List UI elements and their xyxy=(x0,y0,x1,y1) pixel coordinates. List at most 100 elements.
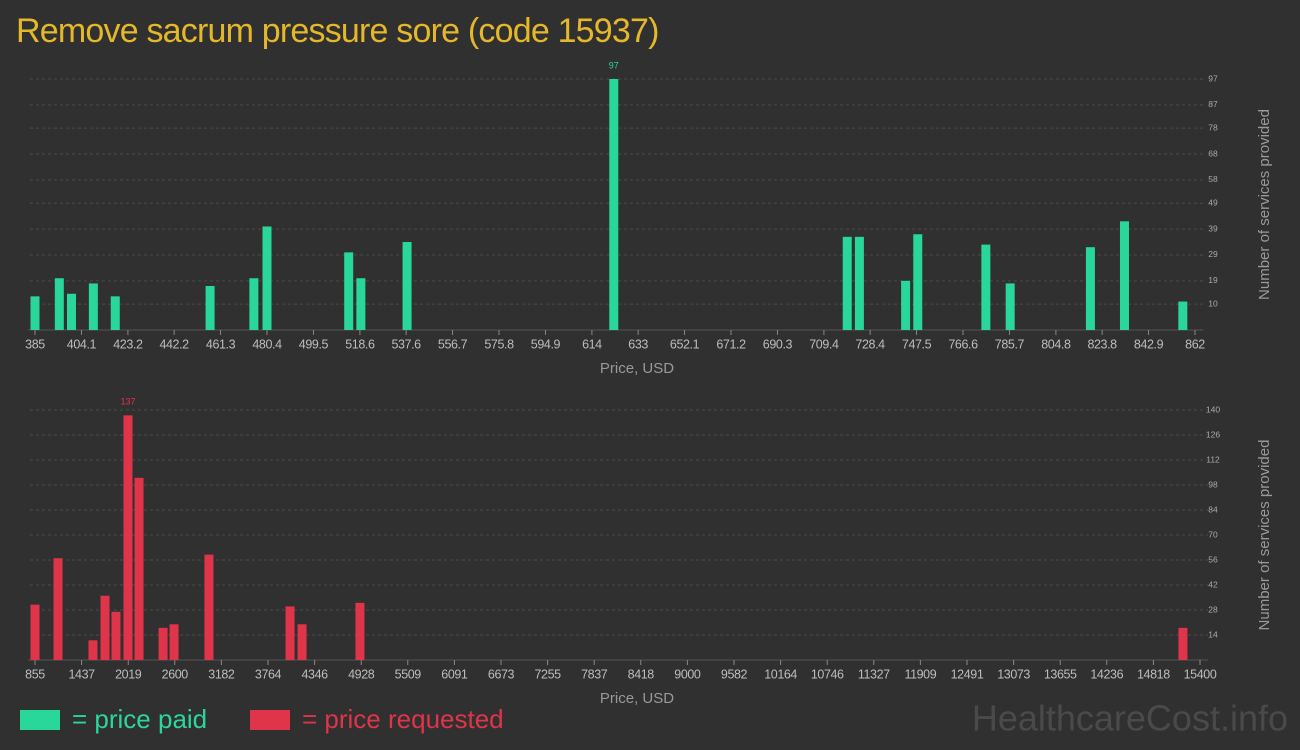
x-tick-label: 9582 xyxy=(721,667,748,681)
y-tick-label: 28 xyxy=(1208,604,1218,614)
bar xyxy=(169,624,179,660)
x-tick-label: 1437 xyxy=(69,667,96,681)
y-tick-label: 39 xyxy=(1208,223,1218,233)
x-tick-label: 14818 xyxy=(1137,667,1170,681)
bar xyxy=(297,624,307,660)
bar xyxy=(609,79,619,330)
y-tick-label: 10 xyxy=(1208,298,1218,308)
bar xyxy=(344,252,354,330)
x-tick-label: 10164 xyxy=(764,667,797,681)
x-tick-label: 12491 xyxy=(951,667,984,681)
y-tick-label: 112 xyxy=(1206,454,1220,464)
x-tick-label: 709.4 xyxy=(809,337,839,351)
y-tick-label: 97 xyxy=(1208,73,1218,83)
y-tick-label: 19 xyxy=(1208,275,1218,285)
x-tick-label: 10746 xyxy=(811,667,844,681)
bar xyxy=(110,296,120,330)
x-tick-label: 594.9 xyxy=(531,337,561,351)
x-tick-label: 537.6 xyxy=(391,337,421,351)
x-tick-label: 15400 xyxy=(1184,667,1217,681)
bar xyxy=(402,242,412,330)
bar xyxy=(204,554,214,660)
bar xyxy=(1178,301,1188,330)
bar xyxy=(30,604,40,660)
bar xyxy=(54,278,64,330)
data-label: 137 xyxy=(120,397,135,407)
x-tick-label: 13655 xyxy=(1044,667,1077,681)
legend-swatch xyxy=(250,710,290,730)
x-tick-label: 480.4 xyxy=(252,337,282,351)
y-tick-label: 87 xyxy=(1208,99,1218,109)
y-tick-label: 56 xyxy=(1208,554,1218,564)
x-tick-label: 8418 xyxy=(628,667,655,681)
x-tick-label: 442.2 xyxy=(159,337,189,351)
x-tick-label: 728.4 xyxy=(855,337,885,351)
x-tick-label: 842.9 xyxy=(1134,337,1164,351)
y-tick-label: 98 xyxy=(1208,479,1218,489)
bar xyxy=(842,236,852,330)
y-tick-label: 126 xyxy=(1206,429,1220,439)
y-axis-label: Number of services provided xyxy=(1256,109,1273,300)
bar xyxy=(111,611,121,660)
x-tick-label: 2600 xyxy=(162,667,189,681)
y-tick-label: 14 xyxy=(1208,629,1218,639)
bar xyxy=(285,606,295,660)
bar xyxy=(901,280,911,330)
bar xyxy=(53,558,63,660)
x-tick-label: 823.8 xyxy=(1087,337,1117,351)
page-title: Remove sacrum pressure sore (code 15937) xyxy=(16,12,659,50)
x-tick-label: 11909 xyxy=(904,667,936,681)
bar xyxy=(88,640,98,660)
y-tick-label: 68 xyxy=(1208,148,1218,158)
bar xyxy=(66,293,76,330)
bar xyxy=(262,226,272,330)
x-tick-label: 2019 xyxy=(115,667,142,681)
bar xyxy=(100,595,110,660)
x-tick-label: 766.6 xyxy=(948,337,978,351)
legend-swatch xyxy=(20,710,60,730)
x-tick-label: 7837 xyxy=(581,667,608,681)
bar xyxy=(158,627,168,660)
x-tick-label: 5509 xyxy=(395,667,422,681)
y-tick-label: 58 xyxy=(1208,174,1218,184)
x-tick-label: 11327 xyxy=(858,667,890,681)
x-tick-label: 13073 xyxy=(997,667,1030,681)
data-label: 97 xyxy=(609,60,619,70)
x-tick-label: 404.1 xyxy=(67,337,97,351)
x-tick-label: 804.8 xyxy=(1041,337,1071,351)
y-tick-label: 84 xyxy=(1208,504,1218,514)
x-axis-label: Price, USD xyxy=(600,360,674,377)
x-tick-label: 499.5 xyxy=(299,337,329,351)
bar xyxy=(1178,627,1188,660)
x-tick-label: 652.1 xyxy=(670,337,700,351)
bar xyxy=(981,244,991,330)
bar xyxy=(205,286,215,330)
y-tick-label: 70 xyxy=(1208,529,1218,539)
bar xyxy=(854,236,864,330)
x-tick-label: 9000 xyxy=(674,667,701,681)
x-tick-label: 633 xyxy=(628,337,648,351)
bar xyxy=(249,278,259,330)
legend-label: = price requested xyxy=(302,704,504,734)
bar xyxy=(1119,221,1129,330)
x-tick-label: 385 xyxy=(25,337,45,351)
y-tick-label: 42 xyxy=(1208,579,1218,589)
x-tick-label: 614 xyxy=(582,337,602,351)
bar xyxy=(913,234,923,330)
bar xyxy=(123,415,133,660)
x-tick-label: 461.3 xyxy=(206,337,236,351)
x-tick-label: 6091 xyxy=(441,667,468,681)
x-axis-label: Price, USD xyxy=(600,690,674,707)
legend-label: = price paid xyxy=(72,704,207,734)
y-tick-label: 78 xyxy=(1208,122,1218,132)
x-tick-label: 14236 xyxy=(1090,667,1123,681)
watermark: HealthcareCost.info xyxy=(972,698,1288,739)
x-tick-label: 4928 xyxy=(348,667,375,681)
x-tick-label: 855 xyxy=(25,667,45,681)
bar xyxy=(355,602,365,660)
x-tick-label: 6673 xyxy=(488,667,515,681)
x-tick-label: 518.6 xyxy=(345,337,375,351)
x-tick-label: 575.8 xyxy=(484,337,514,351)
